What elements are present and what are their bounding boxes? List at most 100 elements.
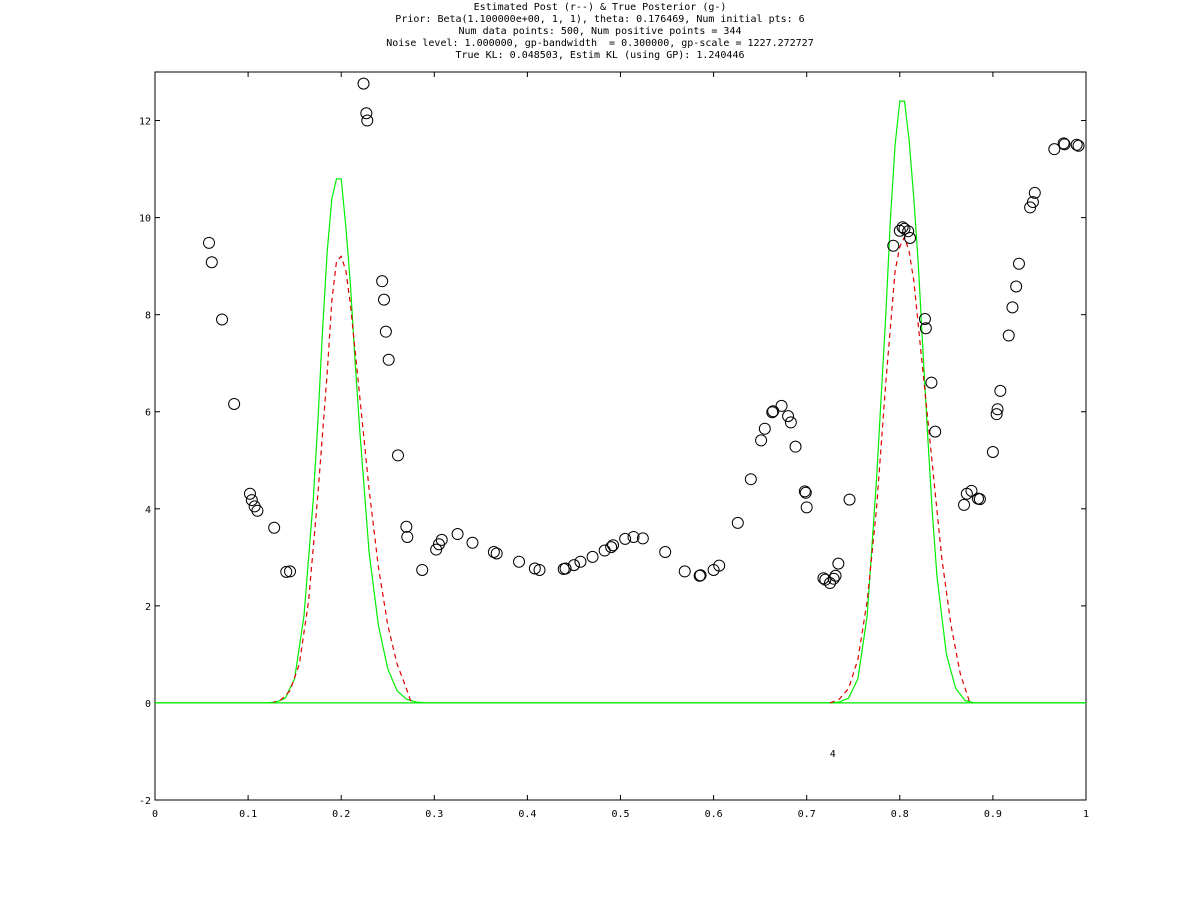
true-posterior-line bbox=[155, 178, 1086, 704]
x-tick-label: 0.8 bbox=[891, 809, 909, 820]
chart-annotation: 4 bbox=[830, 749, 836, 760]
data-point-markers bbox=[202, 77, 1085, 590]
data-point bbox=[789, 440, 802, 453]
data-point bbox=[401, 530, 414, 543]
chart-title-block: Estimated Post (r--) & True Posterior (g… bbox=[0, 2, 1200, 62]
data-point bbox=[360, 107, 373, 120]
data-point bbox=[574, 555, 587, 568]
data-point bbox=[973, 493, 986, 506]
data-point bbox=[929, 425, 942, 438]
chart-title-line-3: Num data points: 500, Num positive point… bbox=[458, 26, 742, 37]
data-point bbox=[782, 410, 795, 423]
data-point bbox=[357, 77, 370, 90]
data-point bbox=[487, 545, 500, 558]
data-point bbox=[991, 403, 1004, 416]
data-point bbox=[400, 520, 413, 533]
data-point bbox=[598, 544, 611, 557]
data-point bbox=[1010, 280, 1023, 293]
posterior-curves bbox=[155, 100, 1086, 704]
data-point bbox=[994, 384, 1007, 397]
data-point bbox=[918, 313, 931, 326]
data-point bbox=[904, 231, 917, 244]
data-point bbox=[1048, 143, 1061, 156]
data-point bbox=[829, 569, 842, 582]
data-point bbox=[832, 557, 845, 570]
data-point bbox=[1070, 138, 1083, 151]
data-point bbox=[466, 536, 479, 549]
x-tick-label: 1 bbox=[1083, 809, 1089, 820]
data-point bbox=[958, 498, 971, 511]
data-point bbox=[919, 322, 932, 335]
data-point bbox=[817, 572, 830, 585]
data-point bbox=[898, 222, 911, 235]
data-point bbox=[205, 256, 218, 269]
y-tick-label: -2 bbox=[139, 796, 151, 807]
data-point bbox=[619, 532, 632, 545]
data-point bbox=[283, 565, 296, 578]
x-tick-label: 0.6 bbox=[705, 809, 723, 820]
data-point bbox=[1028, 186, 1041, 199]
data-point bbox=[268, 521, 281, 534]
data-point bbox=[744, 473, 757, 486]
data-point bbox=[1006, 301, 1019, 314]
x-tick-label: 0.9 bbox=[984, 809, 1002, 820]
data-point bbox=[800, 501, 813, 514]
data-point bbox=[758, 422, 771, 435]
data-point bbox=[379, 325, 392, 338]
estimated-posterior-line bbox=[271, 255, 412, 704]
data-point bbox=[245, 494, 258, 507]
data-point bbox=[1072, 139, 1085, 152]
data-point bbox=[451, 528, 464, 541]
y-tick-label: 0 bbox=[145, 699, 151, 710]
data-point bbox=[775, 399, 788, 412]
y-tick-label: 4 bbox=[145, 505, 151, 516]
x-tick-label: 0 bbox=[152, 809, 158, 820]
data-point bbox=[605, 541, 618, 554]
data-point bbox=[251, 504, 264, 517]
data-point bbox=[416, 563, 429, 576]
data-point bbox=[678, 565, 691, 578]
data-point bbox=[766, 406, 779, 419]
data-point bbox=[1057, 137, 1070, 150]
data-point bbox=[243, 487, 256, 500]
y-tick-label: 2 bbox=[145, 602, 151, 613]
data-point bbox=[731, 516, 744, 529]
y-tick-label: 6 bbox=[145, 408, 151, 419]
data-point bbox=[1002, 329, 1015, 342]
data-point bbox=[986, 446, 999, 459]
data-point bbox=[799, 486, 812, 499]
x-tick-label: 0.5 bbox=[611, 809, 629, 820]
data-point bbox=[798, 485, 811, 498]
data-point bbox=[378, 293, 391, 306]
data-point bbox=[533, 563, 546, 576]
data-point bbox=[636, 532, 649, 545]
data-point bbox=[902, 225, 915, 238]
data-point bbox=[713, 559, 726, 572]
chart-title-line-1: Estimated Post (r--) & True Posterior (g… bbox=[473, 2, 727, 13]
chart-title-line-2: Prior: Beta(1.100000e+00, 1, 1), theta: … bbox=[395, 14, 805, 25]
data-point bbox=[767, 405, 780, 418]
data-point bbox=[202, 236, 215, 249]
data-point bbox=[490, 547, 503, 560]
data-point bbox=[784, 416, 797, 429]
data-point bbox=[1058, 138, 1071, 151]
data-point bbox=[216, 313, 229, 326]
data-point bbox=[1012, 257, 1025, 270]
data-point bbox=[925, 376, 938, 389]
data-point bbox=[435, 533, 448, 546]
x-tick-label: 0.1 bbox=[239, 809, 257, 820]
estimated-posterior-line bbox=[829, 235, 971, 704]
data-point bbox=[559, 562, 572, 575]
data-point bbox=[843, 493, 856, 506]
plot-frame bbox=[154, 71, 1087, 801]
data-point bbox=[755, 434, 768, 447]
x-tick-label: 0.7 bbox=[798, 809, 816, 820]
data-point bbox=[513, 555, 526, 568]
data-point bbox=[659, 545, 672, 558]
data-point bbox=[627, 530, 640, 543]
data-point bbox=[228, 397, 241, 410]
y-tick-label: 8 bbox=[145, 311, 151, 322]
data-point bbox=[1026, 196, 1039, 209]
